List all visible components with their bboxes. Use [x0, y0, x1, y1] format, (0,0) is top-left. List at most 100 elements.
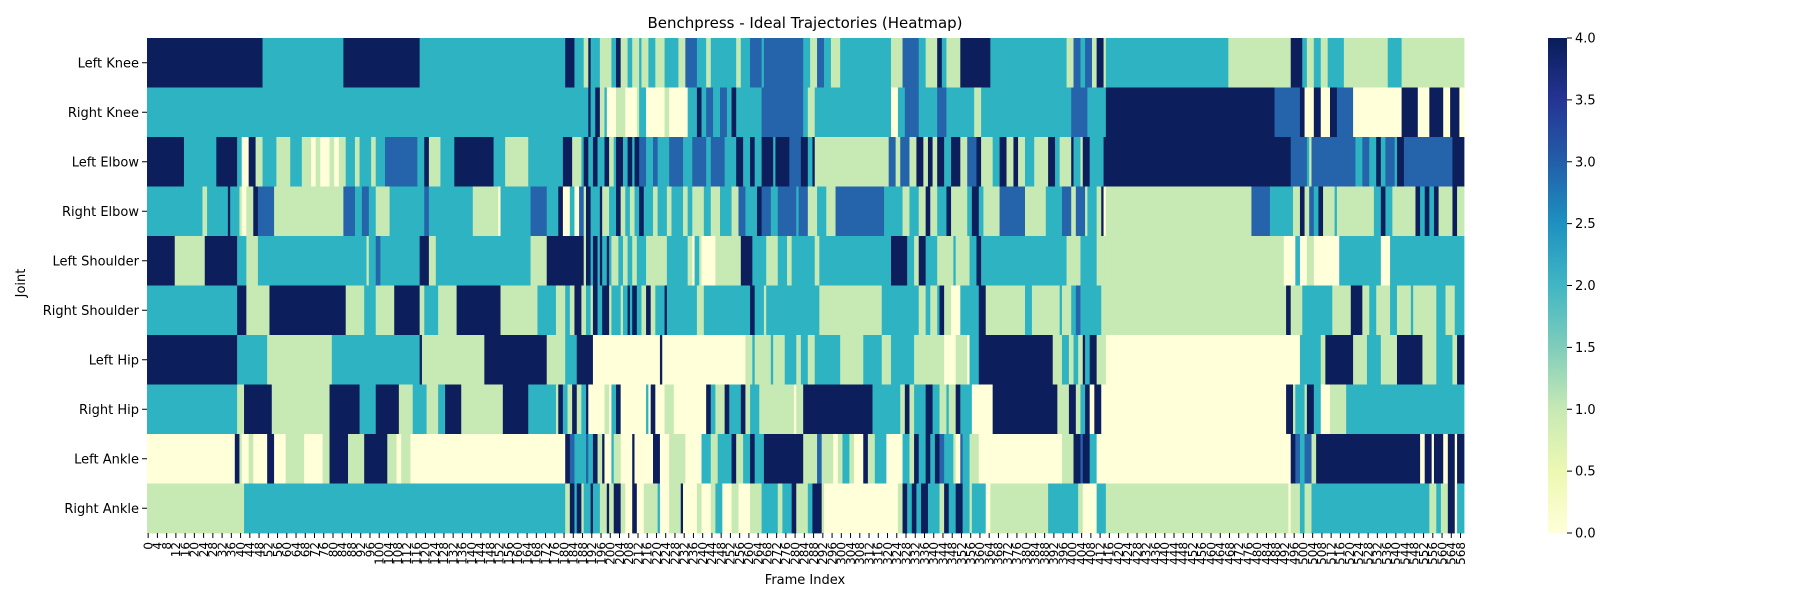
heatmap-cell	[410, 434, 566, 484]
heatmap-cell	[1355, 137, 1363, 187]
heatmap-cell	[759, 384, 795, 435]
heatmap-cell	[918, 434, 927, 484]
heatmap-cell	[736, 137, 744, 187]
colorbar-ticks: 0.0 0.5 1.0 1.5 2.0 2.5 3.0 3.5 4.0	[1567, 32, 1596, 542]
heatmap-cell	[646, 137, 654, 187]
heatmap-cell	[590, 87, 596, 138]
heatmap-cell	[761, 137, 774, 187]
heatmap-cell	[948, 384, 957, 435]
heatmap-cell	[1061, 335, 1070, 385]
heatmap-cell	[1327, 38, 1345, 88]
x-tick-label: 120	[419, 542, 433, 565]
heatmap-cell	[639, 38, 642, 88]
heatmap-cell	[773, 335, 786, 385]
heatmap-cell	[1401, 38, 1465, 88]
heatmap-cell	[1443, 87, 1451, 138]
heatmap-cell	[269, 285, 347, 336]
heatmap-cell	[1304, 186, 1310, 237]
heatmap-cell	[803, 434, 818, 484]
heatmap-cell	[606, 483, 610, 534]
heatmap-cell	[565, 285, 571, 336]
heatmap-cell	[1269, 186, 1294, 237]
heatmap-cell	[586, 285, 592, 336]
heatmap-cell	[701, 87, 707, 138]
heatmap-cell	[1080, 384, 1086, 435]
x-tick-label: 316	[872, 542, 886, 565]
heatmap-cell	[736, 38, 742, 88]
heatmap-cell	[916, 483, 922, 534]
x-tick-label: 356	[964, 542, 978, 565]
heatmap-cell	[613, 434, 622, 484]
heatmap-cell	[1078, 335, 1084, 385]
heatmap-cell	[581, 483, 585, 534]
x-tick-label: 488	[1269, 542, 1283, 565]
heatmap-cell	[812, 483, 823, 534]
heatmap-cell	[257, 186, 275, 237]
heatmap-cell	[1103, 38, 1107, 88]
x-tick-label: 188	[576, 542, 590, 565]
heatmap-cell	[1373, 186, 1382, 237]
heatmap-cell	[962, 434, 970, 484]
x-tick-label: 464	[1214, 542, 1228, 565]
heatmap-cell	[937, 87, 947, 138]
heatmap-cell	[616, 137, 624, 187]
heatmap-cell	[244, 384, 273, 435]
heatmap-cell	[692, 186, 705, 237]
heatmap-cell	[722, 483, 732, 534]
x-tick-label: 312	[862, 542, 876, 565]
heatmap-cell	[817, 186, 827, 237]
heatmap-cell	[1424, 186, 1430, 237]
y-tick-label: Right Shoulder	[43, 304, 140, 319]
colorbar	[1548, 38, 1567, 533]
heatmap-cell	[1105, 483, 1289, 534]
heatmap-cell	[1082, 434, 1091, 484]
heatmap-cell	[611, 236, 619, 286]
x-tick-label: 64	[289, 542, 303, 557]
x-tick-label: 36	[225, 542, 239, 557]
heatmap-cell	[329, 434, 349, 484]
heatmap-cell	[574, 483, 578, 534]
heatmap-cell	[267, 335, 333, 385]
heatmap-cell	[731, 483, 739, 534]
heatmap-cell	[366, 236, 370, 286]
heatmap-cell	[960, 434, 964, 484]
heatmap-cell	[1299, 483, 1305, 534]
heatmap-cell	[1457, 434, 1465, 484]
x-tick-label: 468	[1223, 542, 1237, 565]
heatmap-cell	[609, 236, 612, 286]
heatmap-cell	[823, 483, 899, 534]
heatmap-cell	[320, 137, 330, 187]
heatmap-cell	[1105, 38, 1229, 88]
heatmap-cell	[632, 137, 635, 187]
x-tick-label: 380	[1019, 542, 1033, 565]
heatmap-cell	[581, 137, 585, 187]
heatmap-cell	[1309, 137, 1312, 187]
heatmap-cell	[902, 434, 910, 484]
heatmap-cell	[955, 434, 961, 484]
heatmap-cell	[664, 285, 668, 336]
heatmap-cell	[944, 285, 952, 336]
heatmap-cell	[1295, 236, 1301, 286]
heatmap-cell	[650, 384, 656, 435]
heatmap-cell	[817, 434, 823, 484]
heatmap-cell	[787, 236, 793, 286]
x-tick-label: 264	[751, 542, 765, 565]
heatmap-cell	[978, 186, 984, 237]
heatmap-cell	[1089, 384, 1095, 435]
x-tick-label: 436	[1149, 542, 1163, 565]
heatmap-cell	[634, 137, 640, 187]
heatmap-cell	[586, 236, 592, 286]
heatmap-cell	[969, 434, 980, 484]
heatmap-cell	[592, 236, 598, 286]
heatmap-cell	[671, 186, 684, 237]
heatmap-cell	[807, 87, 816, 138]
heatmap-cell	[962, 483, 970, 534]
heatmap-cell	[428, 137, 441, 187]
heatmap-cell	[586, 434, 589, 484]
heatmap-cell	[715, 483, 723, 534]
heatmap-cell	[555, 384, 559, 435]
x-tick-label: 216	[641, 542, 655, 565]
x-tick-label: 284	[798, 542, 812, 565]
heatmap-cell	[304, 434, 323, 484]
heatmap-cell	[246, 285, 270, 336]
